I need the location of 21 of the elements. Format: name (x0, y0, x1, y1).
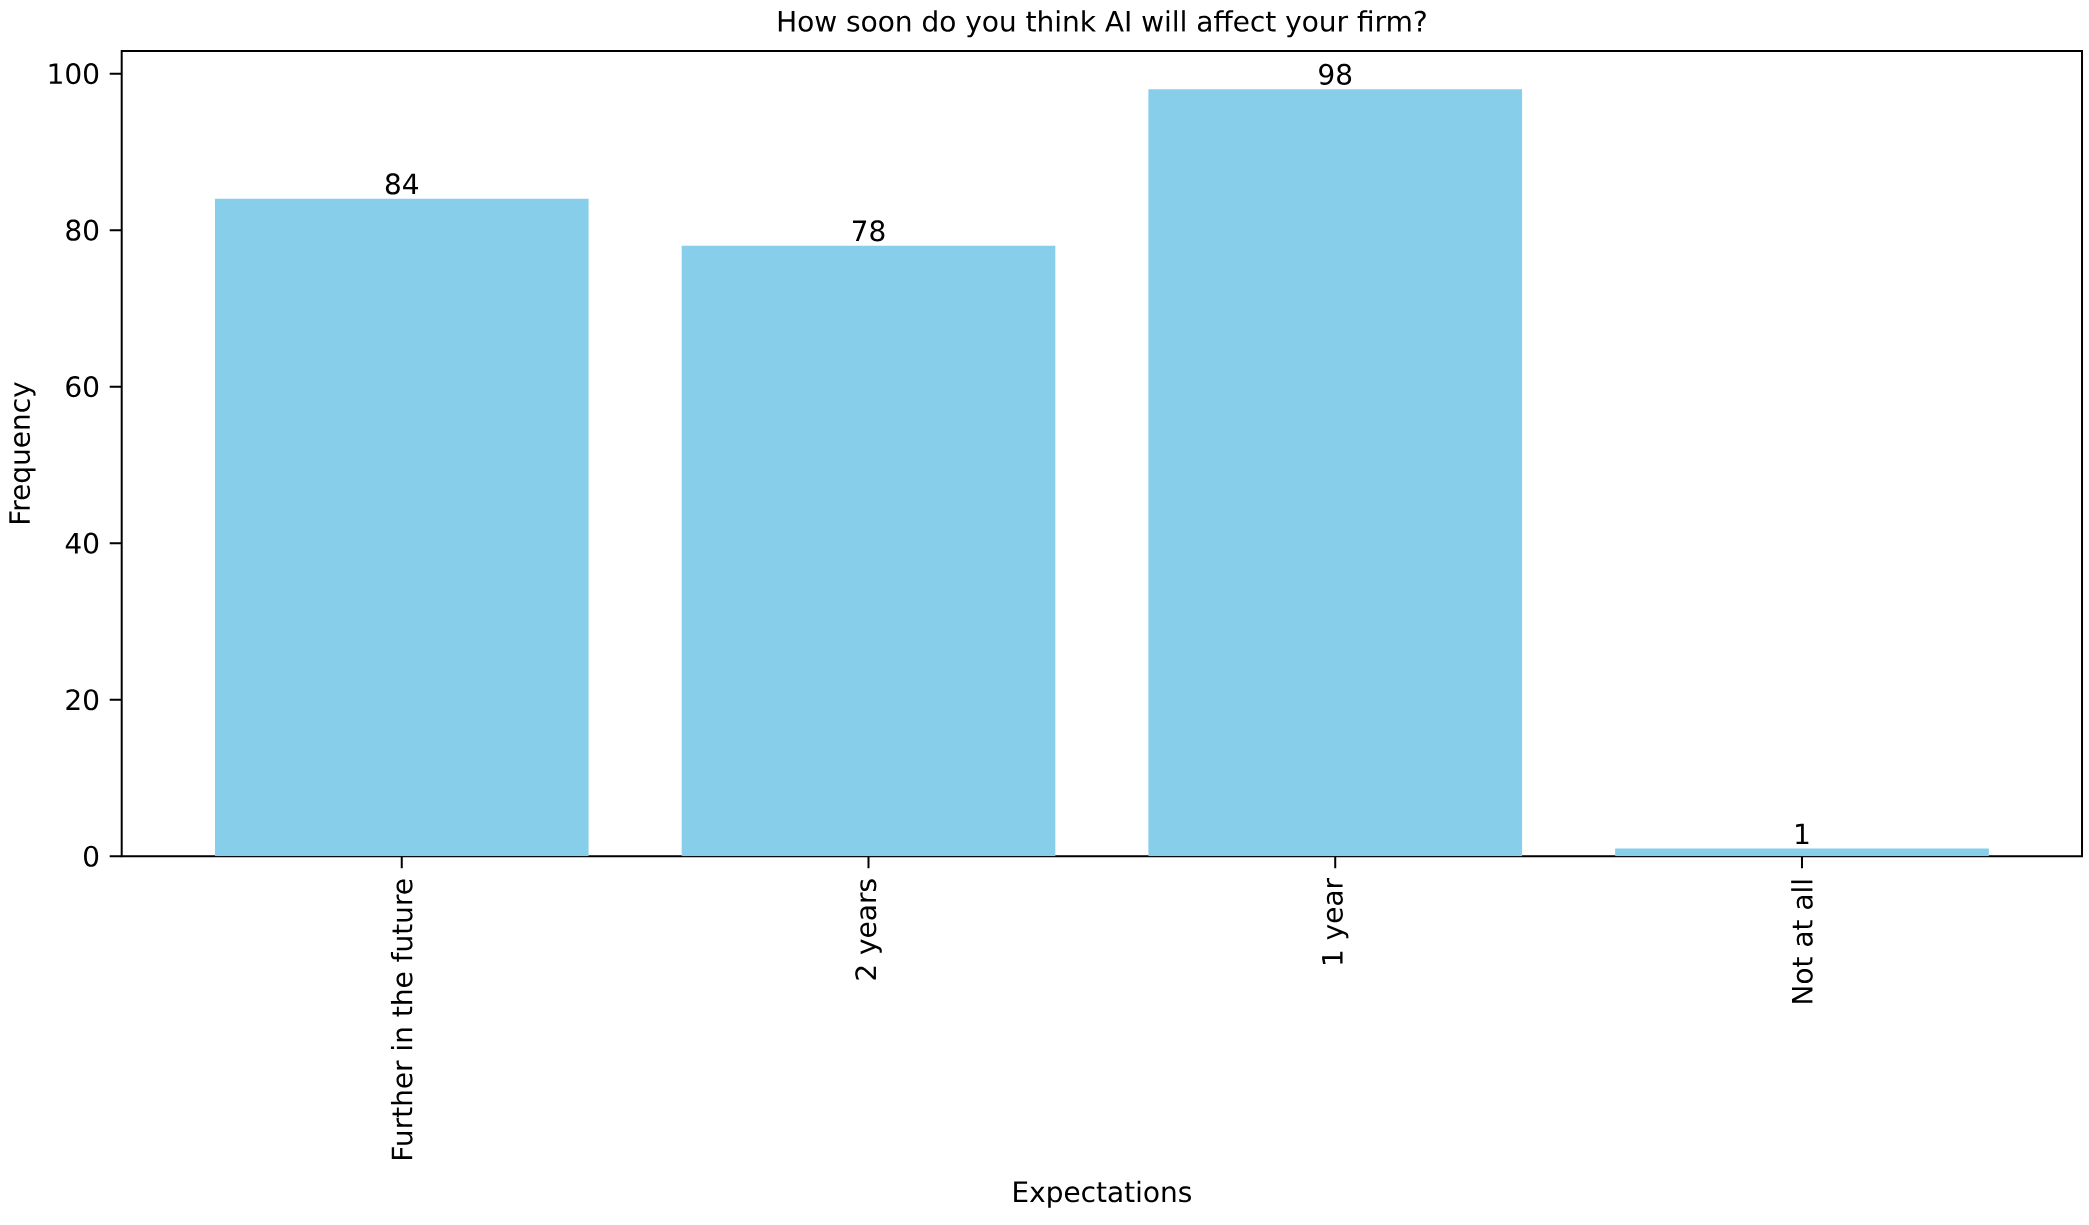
y-tick-label: 80 (66, 219, 99, 241)
x-axis-title: Expectations (1014, 1180, 1191, 1208)
chart-title: How soon do you think AI will affect your firm? (778, 10, 1426, 38)
data-label: 98 (1319, 63, 1352, 85)
data-label: 78 (852, 220, 885, 242)
y-tick-label: 40 (65, 532, 99, 554)
bar (214, 198, 589, 857)
data-label: 1 (1796, 823, 1809, 845)
bar (1615, 848, 1989, 857)
x-tick-label: 1 year (1322, 878, 1349, 965)
bar (1148, 89, 1523, 857)
x-tick-label: Not at all (1791, 880, 1813, 1003)
y-axis-title: Frequency (9, 382, 36, 524)
y-tick-label: 60 (66, 376, 99, 398)
y-tick-label: 20 (66, 689, 99, 711)
y-tick-label: 100 (49, 63, 99, 85)
data-label: 84 (385, 173, 418, 195)
x-tick-label: Further in the future (390, 879, 413, 1159)
y-tick-label: 0 (84, 845, 99, 867)
x-tick-label: 2 years (855, 879, 882, 980)
bar (681, 245, 1056, 857)
